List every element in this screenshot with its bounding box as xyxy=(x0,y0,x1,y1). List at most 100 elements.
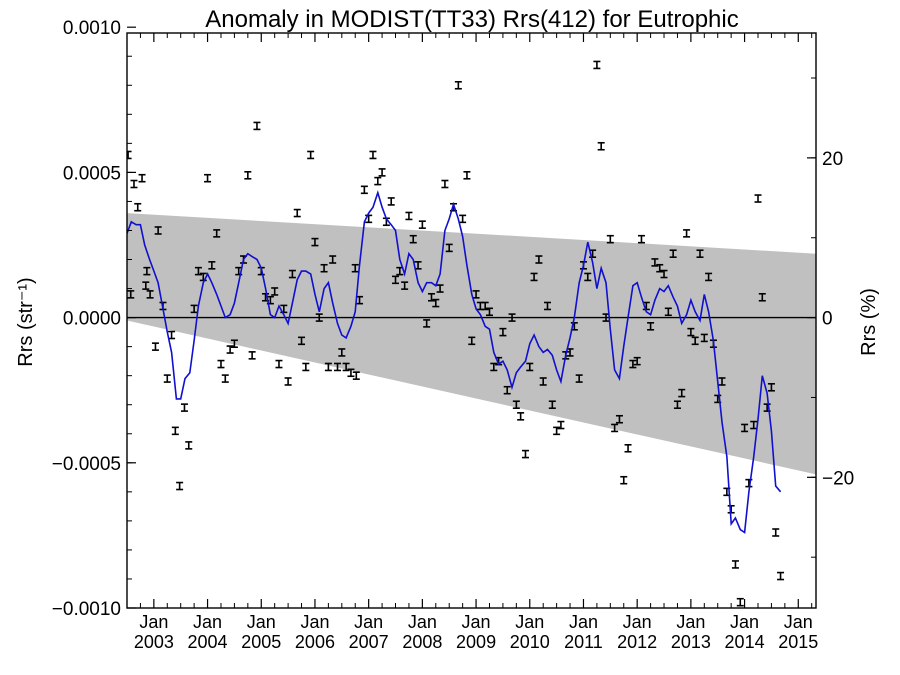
x-tick-year: 2009 xyxy=(456,632,496,652)
x-tick-year: 2011 xyxy=(564,632,603,652)
data-point xyxy=(143,266,151,276)
data-point xyxy=(213,229,221,238)
data-point xyxy=(629,359,637,369)
data-point xyxy=(526,362,534,372)
data-point xyxy=(454,80,462,90)
data-point xyxy=(678,388,686,398)
data-point xyxy=(329,255,337,264)
data-point xyxy=(427,292,435,302)
data-point xyxy=(127,150,132,160)
data-point xyxy=(130,179,138,189)
data-point xyxy=(204,173,212,183)
data-point xyxy=(369,150,377,160)
data-point xyxy=(342,362,350,372)
data-point xyxy=(208,261,216,270)
data-point xyxy=(445,243,453,253)
x-tick-month: Jan xyxy=(515,612,544,632)
data-point xyxy=(298,336,306,346)
x-tick-year: 2007 xyxy=(349,632,389,652)
data-point xyxy=(142,281,150,290)
data-point xyxy=(315,313,323,322)
x-tick-year: 2005 xyxy=(241,632,281,652)
data-point xyxy=(754,194,762,203)
data-point xyxy=(700,333,708,343)
smoothed-line-layer xyxy=(127,190,782,534)
x-tick-month: Jan xyxy=(676,612,705,632)
y2-axis-ticks: 20 0 −20 xyxy=(807,77,854,558)
x-tick-month: Jan xyxy=(247,612,276,632)
y-tick-label: 0.0010 xyxy=(63,18,121,39)
data-point xyxy=(656,263,664,273)
data-point xyxy=(334,362,342,372)
data-point xyxy=(338,348,346,357)
data-point xyxy=(387,197,395,206)
data-point xyxy=(669,249,677,258)
data-point xyxy=(307,150,315,160)
y2-axis-label: Rrs (%) xyxy=(858,288,880,356)
x-tick-year: 2004 xyxy=(188,632,228,652)
data-point xyxy=(597,141,605,151)
data-point xyxy=(459,214,467,224)
data-point xyxy=(633,356,641,366)
data-point xyxy=(696,249,704,258)
data-point xyxy=(777,571,785,581)
data-point xyxy=(374,176,382,186)
data-point xyxy=(731,560,739,569)
data-point xyxy=(664,307,672,317)
data-point xyxy=(750,420,758,430)
y-tick-label: 0.0005 xyxy=(63,163,121,184)
data-point xyxy=(485,307,493,317)
x-tick-month: Jan xyxy=(730,612,759,632)
data-point xyxy=(620,475,628,485)
data-point xyxy=(472,290,480,299)
data-point xyxy=(271,287,279,296)
x-tick-year: 2015 xyxy=(778,632,818,652)
data-point xyxy=(660,269,668,279)
data-point xyxy=(615,414,623,424)
data-point xyxy=(683,229,691,238)
data-point xyxy=(503,385,511,395)
y-tick-label: −0.0010 xyxy=(52,599,121,620)
data-point xyxy=(146,290,154,299)
x-axis-ticks: Jan2003Jan2004Jan2005Jan2006Jan2007Jan20… xyxy=(126,33,818,652)
data-point xyxy=(392,275,400,285)
data-point xyxy=(134,202,142,212)
data-point xyxy=(441,179,449,189)
data-point xyxy=(176,481,184,491)
data-point xyxy=(320,263,328,273)
data-point xyxy=(171,426,179,436)
data-point xyxy=(324,362,332,372)
data-point xyxy=(673,400,681,410)
data-point xyxy=(553,426,561,436)
data-point xyxy=(436,284,444,293)
data-point xyxy=(423,319,431,328)
data-point xyxy=(481,301,489,311)
plot-frame xyxy=(126,32,817,609)
x-tick-year: 2012 xyxy=(617,632,657,652)
smoothed-line xyxy=(127,190,782,534)
data-point xyxy=(593,60,601,70)
y-axis-ticks: 0.0010 0.0005 0.0000 −0.0005 −0.0010 xyxy=(52,18,136,620)
data-point xyxy=(517,412,525,421)
data-point xyxy=(418,220,426,229)
data-point xyxy=(535,255,543,264)
data-point xyxy=(499,327,507,337)
y2-tick-label: 0 xyxy=(822,309,833,330)
data-point xyxy=(199,272,207,282)
data-point xyxy=(687,327,695,337)
data-point xyxy=(226,345,234,354)
data-point xyxy=(284,377,292,386)
x-tick-month: Jan xyxy=(300,612,329,632)
data-point xyxy=(217,359,225,369)
data-point xyxy=(190,304,198,314)
data-point xyxy=(275,359,283,369)
data-point xyxy=(378,168,386,177)
data-point xyxy=(244,171,252,180)
data-point xyxy=(248,351,256,360)
data-point xyxy=(253,121,261,131)
data-point xyxy=(151,342,159,351)
data-point xyxy=(302,362,310,372)
data-point xyxy=(280,304,288,314)
data-point xyxy=(154,226,162,235)
